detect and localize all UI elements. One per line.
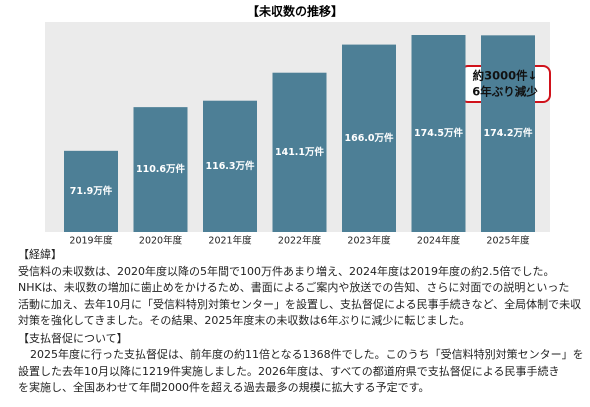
paragraph-line: を実施し、全国あわせて年間2000件を超える過去最多の規模に拡大する予定です。 (18, 381, 430, 394)
x-tick-label: 2024年度 (417, 235, 461, 247)
chart: 【未収数の推移】 71.9万件 2019年度 110.6万件 2020年度 116.3万… (45, 4, 551, 247)
bar (481, 35, 535, 232)
section-heading: 【支払督促について】 (18, 331, 128, 345)
value-label: 174.5万件 (414, 127, 464, 139)
bar (133, 107, 188, 232)
value-label: 166.0万件 (344, 132, 394, 144)
paragraph-line: 活動に加え、去年10月に「受信料特別対策センター」を設置し、支払督促による民事手… (18, 297, 582, 311)
annotation-text: 6年ぶり減少 (472, 85, 538, 99)
value-label: 174.2万件 (483, 127, 533, 139)
paragraph-line: 受信料の未収数は、2020年度以降の5年間で100万件あまり増え、2024年度は… (18, 264, 555, 278)
bar (203, 100, 257, 232)
bar (342, 44, 396, 232)
paragraph-line: 対策を強化してきました。その結果、2025年度末の未収数は6年ぶりに減少に転じま… (18, 314, 471, 327)
value-label: 110.6万件 (136, 163, 186, 175)
value-label: 141.1万件 (275, 146, 325, 158)
section-heading: 【経緯】 (18, 248, 62, 261)
value-label: 71.9万件 (70, 185, 113, 197)
paragraph-line: 2025年度に行った支払督促は、前年度の約11倍となる1368件でした。このうち… (30, 348, 584, 361)
x-tick-label: 2020年度 (139, 235, 183, 247)
value-label: 116.3万件 (205, 160, 255, 172)
paragraph-line: NHKは、未収数の増加に歯止めをかけるため、書面によるご案内や放送での告知、さら… (18, 281, 570, 294)
x-tick-label: 2021年度 (208, 235, 252, 247)
x-tick-label: 2022年度 (278, 235, 322, 247)
bar (411, 35, 466, 232)
document: 【経緯】受信料の未収数は、2020年度以降の5年間で100万件あまり増え、202… (18, 246, 586, 397)
bar (64, 150, 118, 232)
x-tick-label: 2019年度 (69, 235, 113, 247)
paragraph-line: 設置した去年10月以降に1219件実施しました。2026年度は、すべての都道府県… (18, 364, 560, 378)
bar (272, 72, 327, 232)
x-tick-label: 2023年度 (347, 235, 391, 247)
chart-title: 【未収数の推移】 (247, 4, 343, 19)
x-tick-label: 2025年度 (486, 235, 530, 247)
annotation-text: 約3000件↓ (473, 69, 538, 83)
